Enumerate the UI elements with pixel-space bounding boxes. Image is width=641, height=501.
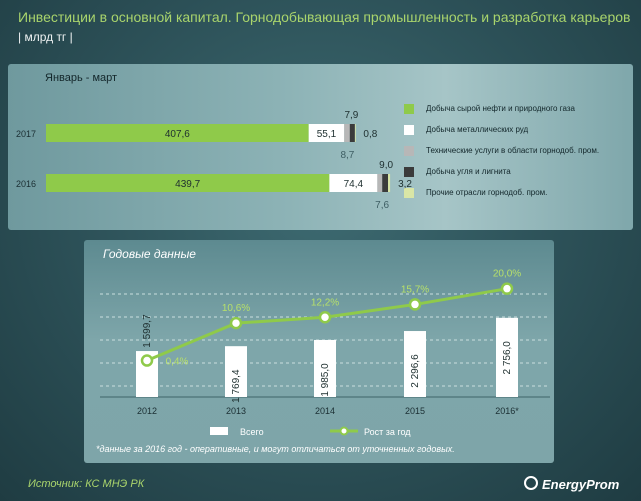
legend-label: Прочие отрасли горнодоб. пром.: [426, 188, 548, 197]
category-label: 2017: [16, 129, 36, 139]
legend-swatch: [404, 188, 414, 198]
period-label: Январь - март: [45, 72, 118, 84]
category-label: 2016: [16, 179, 36, 189]
line-point: [500, 282, 514, 295]
growth-label: 15,7%: [401, 284, 429, 295]
quarterly-panel: [8, 64, 633, 230]
bar-segment: [382, 174, 389, 192]
growth-label: 10,6%: [222, 303, 250, 314]
line-point: [318, 311, 332, 324]
legend-label: Добыча сырой нефти и природного газа: [426, 104, 575, 113]
bar-segment: [308, 124, 345, 142]
data-label: 55,1: [317, 129, 337, 140]
data-label: 9,0: [379, 160, 393, 171]
data-label: 74,4: [344, 179, 364, 190]
line-point: [408, 298, 422, 311]
tick-label: 2012: [137, 406, 157, 416]
data-label: 1 985,0: [320, 363, 331, 397]
legend-swatch: [404, 167, 414, 177]
legend-swatch: [404, 146, 414, 156]
data-label: 407,6: [165, 129, 190, 140]
bar: [404, 331, 426, 397]
data-label: 1 769,4: [231, 369, 242, 403]
bar: [314, 339, 336, 397]
footnote: *данные за 2016 год - оперативные, и мог…: [96, 444, 455, 454]
tick-label: 2016*: [495, 406, 519, 416]
bar-segment: [388, 174, 391, 192]
legend-swatch: [404, 125, 414, 135]
unit-label: | млрд тг |: [18, 30, 73, 44]
legend-item: Добыча сырой нефти и природного газа: [404, 103, 634, 115]
bar-segment: [46, 174, 330, 192]
brand-name: EnergyProm: [542, 477, 620, 492]
data-label: 2 756,0: [502, 341, 513, 375]
growth-label: 12,2%: [311, 297, 339, 308]
legend-item: Добыча металлических руд: [404, 124, 634, 136]
bar-segment: [344, 124, 350, 142]
data-label: 1 599,7: [142, 314, 153, 348]
legend-swatch: [404, 104, 414, 114]
bar-segment: [377, 174, 383, 192]
legend-swatch: [210, 427, 228, 435]
bar-segment: [46, 124, 309, 142]
bar-segment: [329, 174, 378, 192]
growth-label: 0,4%: [166, 357, 189, 368]
growth-label: 20,0%: [493, 269, 521, 280]
data-label: 3,2: [398, 179, 412, 190]
legend-item: Технические услуги в области горнодоб. п…: [404, 145, 634, 157]
tick-label: 2013: [226, 406, 246, 416]
tick-label: 2015: [405, 406, 425, 416]
tick-label: 2014: [315, 406, 335, 416]
bar-segment: [349, 124, 355, 142]
data-label: 439,7: [175, 179, 200, 190]
legend-label: Всего: [240, 427, 264, 437]
legend-label: Рост за год: [364, 427, 411, 437]
line-point: [140, 354, 154, 367]
legend-label: Технические услуги в области горнодоб. п…: [426, 146, 600, 155]
legend-item: Прочие отрасли горнодоб. пром.: [404, 187, 634, 199]
data-label: 2 296,6: [410, 354, 421, 388]
data-label: 8,7: [340, 150, 354, 161]
line-point: [229, 316, 243, 330]
legend-item: Добыча угля и лигнита: [404, 166, 634, 178]
bar-segment: [354, 124, 356, 142]
source-label: Источник: КС МНЭ РК: [28, 478, 145, 490]
data-label: 7,6: [375, 200, 389, 211]
data-label: 7,9: [344, 110, 358, 121]
annual-title: Годовые данные: [103, 247, 196, 261]
brand-logo: EnergyProm: [524, 476, 619, 492]
bar: [225, 346, 247, 397]
legend-label: Добыча угля и лигнита: [426, 167, 511, 176]
chart-title: Инвестиции в основной капитал. Горнодобы…: [18, 9, 631, 25]
bar: [496, 317, 518, 397]
energyprom-logo-icon: [524, 476, 538, 490]
data-label: 0,8: [363, 129, 377, 140]
legend-label: Добыча металлических руд: [426, 125, 529, 134]
legend-swatch: [339, 426, 349, 436]
